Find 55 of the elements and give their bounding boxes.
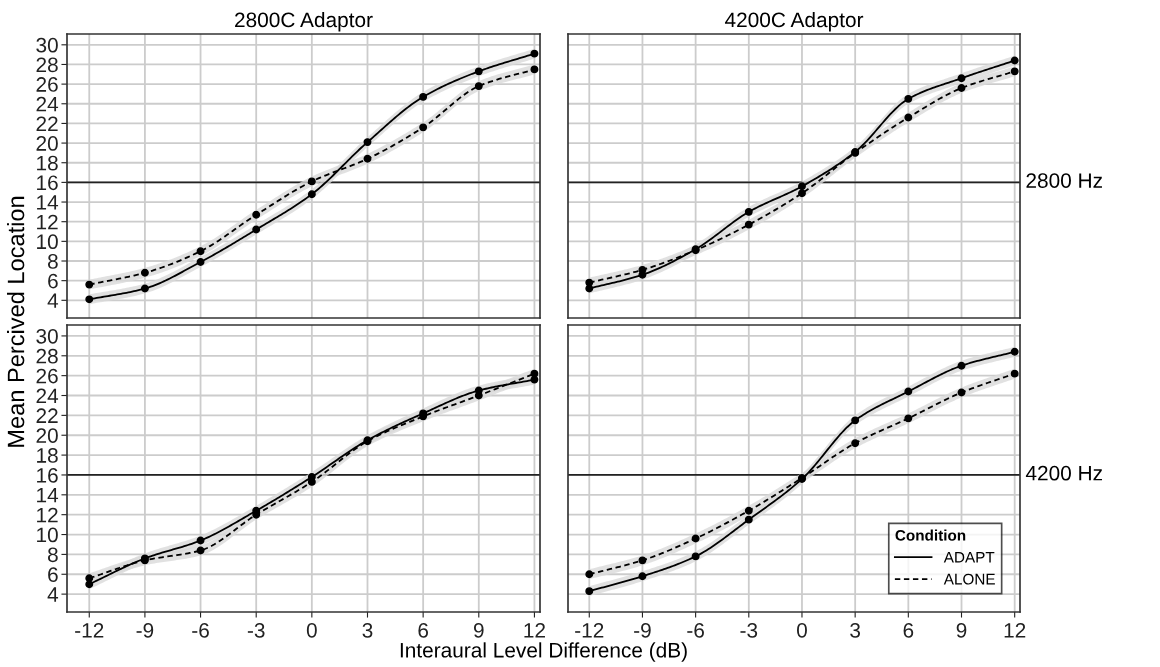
y-tick-label: 4: [47, 587, 59, 602]
x-tick-label: 12: [1004, 622, 1026, 638]
x-tick-label: 9: [473, 622, 484, 638]
y-tick-label: 22: [36, 116, 58, 131]
y-tick-label: 16: [37, 175, 58, 191]
y-tick-label: 16: [37, 467, 58, 483]
x-tick-label: -12: [575, 622, 604, 638]
x-tick-label: 0: [306, 622, 317, 638]
x-tick-label: 6: [418, 622, 429, 638]
legend-label: ALONE: [943, 573, 995, 585]
x-tick-label: 3: [362, 622, 373, 638]
y-tick-label: 14: [37, 195, 59, 210]
x-tick-label: 3: [850, 622, 861, 638]
y-tick-label: 28: [36, 348, 58, 364]
y-tick-label: 30: [36, 37, 58, 53]
y-axis-title: Mean Percived Location: [7, 196, 25, 447]
text: 2800 Hz: [1026, 173, 1102, 188]
x-tick-label: -3: [247, 622, 265, 638]
y-tick-label: 30: [36, 328, 58, 344]
x-tick-label: 12: [524, 622, 545, 638]
y-tick-label: 26: [36, 368, 58, 384]
y-tick-label: 28: [36, 57, 58, 73]
y-tick-label: 4: [47, 293, 59, 308]
x-axis-title: Interaural Level Difference (dB): [400, 642, 687, 662]
y-tick-label: 24: [36, 388, 59, 404]
y-tick-label: 20: [36, 136, 58, 151]
x-tick-label: -6: [192, 622, 209, 638]
y-tick-label: 22: [36, 408, 58, 423]
y-tick-label: 18: [37, 155, 58, 171]
text: 4200 Hz: [1025, 465, 1102, 481]
legend-title: Condition: [895, 529, 966, 541]
y-tick-label: 12: [37, 507, 58, 523]
y-tick-label: 8: [47, 547, 58, 563]
x-tick-label: -9: [634, 622, 651, 638]
x-tick-label: 0: [797, 622, 807, 638]
legend-label: ADAPT: [943, 551, 995, 563]
x-tick-label: -3: [740, 622, 758, 638]
chart-title: 4200C Adaptor: [724, 11, 864, 32]
x-tick-label: 6: [903, 622, 914, 638]
y-tick-label: 6: [48, 273, 58, 289]
y-tick-label: 24: [36, 96, 59, 112]
y-tick-label: 20: [36, 428, 58, 443]
y-tick-label: 6: [48, 567, 58, 583]
y-tick-label: 8: [47, 254, 58, 269]
y-tick-label: 26: [36, 77, 58, 92]
y-tick-label: 14: [37, 488, 59, 503]
x-tick-label: 9: [956, 622, 967, 638]
x-tick-label: -12: [75, 622, 104, 638]
y-tick-label: 18: [37, 448, 58, 463]
y-tick-label: 10: [37, 234, 58, 250]
chart-title: 2800C Adaptor: [235, 11, 373, 32]
x-tick-label: -9: [136, 622, 154, 638]
y-tick-label: 12: [37, 214, 58, 230]
y-tick-label: 10: [37, 527, 58, 543]
x-tick-label: -6: [687, 622, 704, 638]
